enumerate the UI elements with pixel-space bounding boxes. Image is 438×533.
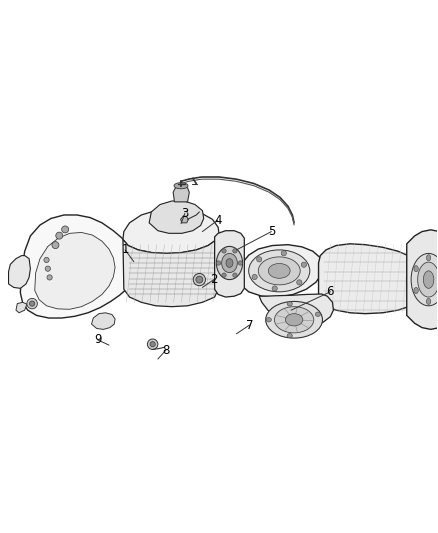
Ellipse shape [275,306,314,333]
Ellipse shape [414,265,418,272]
Ellipse shape [29,301,35,306]
Ellipse shape [272,286,277,291]
Text: 9: 9 [94,333,101,346]
Text: 4: 4 [214,214,222,227]
Polygon shape [92,313,115,329]
Ellipse shape [426,298,431,304]
Polygon shape [318,244,427,313]
Ellipse shape [424,271,434,288]
Ellipse shape [222,273,226,277]
Ellipse shape [252,274,257,280]
Ellipse shape [56,232,63,239]
Text: 8: 8 [162,344,170,357]
Polygon shape [407,230,438,329]
Ellipse shape [411,253,438,306]
Ellipse shape [62,226,69,233]
Polygon shape [9,256,30,288]
Ellipse shape [266,302,322,338]
Ellipse shape [27,298,37,309]
Ellipse shape [47,275,52,280]
Ellipse shape [238,261,243,265]
Polygon shape [123,239,218,306]
Text: 6: 6 [327,285,334,298]
Polygon shape [259,294,333,326]
Text: 7: 7 [246,319,253,332]
Ellipse shape [45,266,50,271]
Polygon shape [173,185,189,202]
Ellipse shape [315,312,321,317]
Ellipse shape [287,334,292,338]
Polygon shape [238,245,323,297]
Ellipse shape [301,262,307,268]
Ellipse shape [286,313,303,326]
Ellipse shape [418,262,438,297]
Ellipse shape [233,249,237,253]
Ellipse shape [426,255,431,261]
Ellipse shape [44,257,49,263]
Ellipse shape [233,273,237,277]
Ellipse shape [150,342,155,347]
Polygon shape [20,215,137,318]
Ellipse shape [148,339,158,350]
Polygon shape [123,209,219,253]
Ellipse shape [193,273,205,286]
Text: 2: 2 [210,273,218,286]
Ellipse shape [222,249,226,253]
Polygon shape [215,231,244,297]
Ellipse shape [258,257,300,285]
Ellipse shape [216,261,221,265]
Text: 3: 3 [181,207,189,220]
Ellipse shape [249,250,310,292]
Ellipse shape [196,276,203,283]
Polygon shape [16,302,27,313]
Ellipse shape [424,261,432,298]
Ellipse shape [222,253,237,272]
Polygon shape [149,201,204,233]
Ellipse shape [268,263,290,278]
Ellipse shape [281,251,286,256]
Ellipse shape [52,241,59,248]
Ellipse shape [226,259,233,268]
Text: 5: 5 [268,225,275,238]
Ellipse shape [257,257,262,262]
Ellipse shape [287,302,292,306]
Polygon shape [35,232,115,309]
Ellipse shape [266,318,272,322]
Ellipse shape [297,280,302,285]
Polygon shape [180,216,188,223]
Text: 1: 1 [121,244,129,256]
Ellipse shape [216,246,243,280]
Ellipse shape [414,287,418,294]
Ellipse shape [174,183,188,189]
